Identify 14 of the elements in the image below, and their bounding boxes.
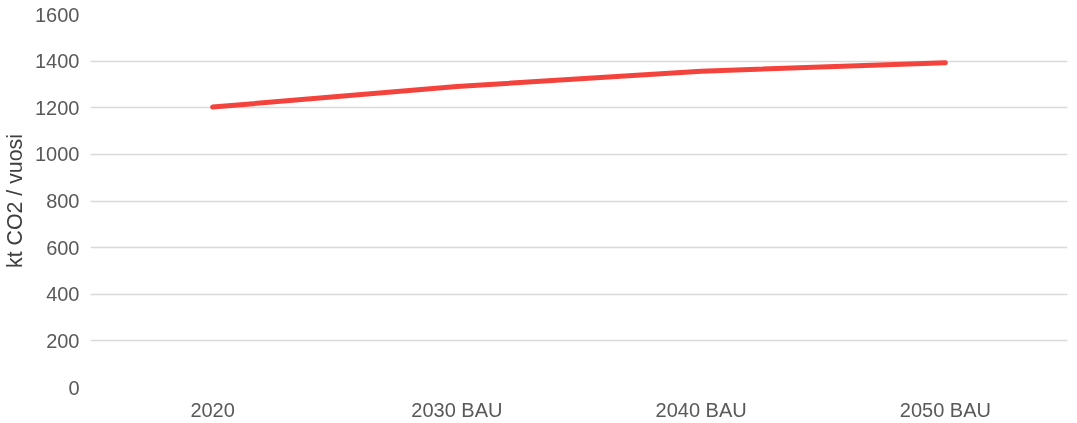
- y-axis-title: kt CO2 / vuosi: [3, 134, 28, 268]
- x-tick-label: 2030 BAU: [411, 398, 503, 421]
- y-tick-label: 400: [46, 283, 80, 306]
- x-tick-label: 2020: [190, 398, 235, 421]
- y-tick-label: 1600: [35, 3, 80, 26]
- y-tick-label: 0: [68, 376, 80, 399]
- y-tick-label: 1000: [35, 143, 80, 166]
- y-tick-label: 1200: [35, 96, 80, 119]
- x-tick-label: 2050 BAU: [899, 398, 991, 421]
- y-tick-label: 600: [46, 236, 80, 259]
- y-tick-label: 200: [46, 329, 80, 352]
- x-tick-label: 2040 BAU: [655, 398, 747, 421]
- y-tick-label: 1400: [35, 50, 80, 73]
- y-tick-label: 800: [46, 190, 80, 212]
